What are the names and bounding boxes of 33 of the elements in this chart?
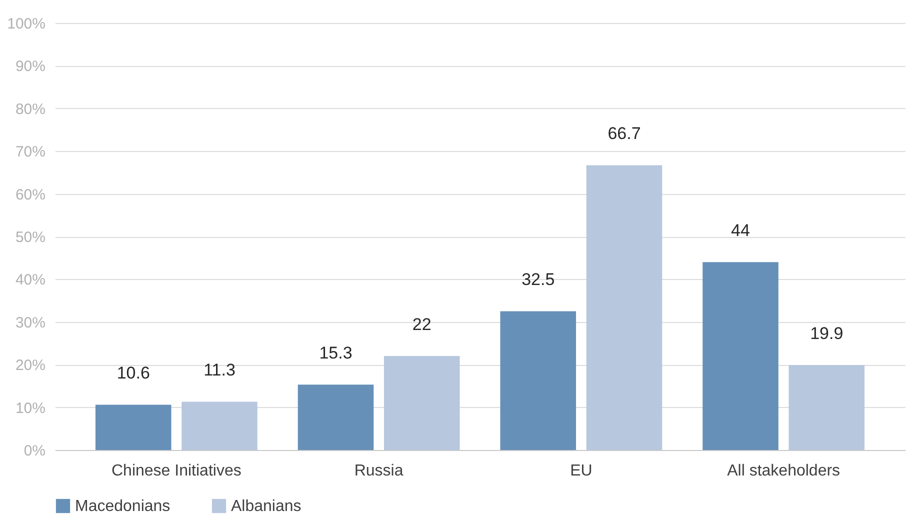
bar xyxy=(298,384,374,450)
bar xyxy=(95,404,172,450)
x-tick-label: Chinese Initiatives xyxy=(112,462,242,480)
bar xyxy=(586,165,662,450)
y-tick-label: 80% xyxy=(15,100,46,118)
data-label: 15.3 xyxy=(319,344,352,363)
legend-label: Albanians xyxy=(231,498,302,515)
bar xyxy=(702,262,778,450)
data-label: 22 xyxy=(412,315,432,334)
data-label: 32.5 xyxy=(522,270,555,290)
data-label: 19.9 xyxy=(810,324,844,344)
y-tick-label: 60% xyxy=(15,186,46,204)
y-tick-label: 30% xyxy=(15,314,46,332)
x-tick-label: Russia xyxy=(354,462,404,480)
y-tick-label: 70% xyxy=(15,144,46,161)
y-tick-label: 50% xyxy=(15,229,46,246)
bar xyxy=(182,402,258,450)
legend-label: Macedonians xyxy=(75,498,170,515)
y-tick-label: 40% xyxy=(15,272,46,289)
y-tick-label: 90% xyxy=(15,58,46,76)
bar xyxy=(384,356,460,450)
x-tick-label: EU xyxy=(570,462,592,480)
bar xyxy=(788,365,865,450)
data-label: 11.3 xyxy=(204,360,236,380)
x-tick-label: All stakeholders xyxy=(727,462,840,480)
data-label: 44 xyxy=(731,221,750,240)
y-tick-label: 10% xyxy=(15,400,46,417)
data-label: 66.7 xyxy=(608,124,641,144)
y-tick-label: 0% xyxy=(24,442,46,460)
y-tick-label: 20% xyxy=(15,357,46,374)
bar xyxy=(500,311,576,450)
y-tick-label: 100% xyxy=(7,16,46,32)
data-label: 10.6 xyxy=(116,364,150,383)
